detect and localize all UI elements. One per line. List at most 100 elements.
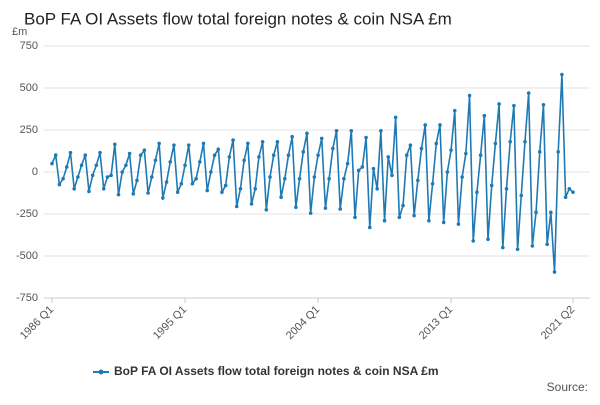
point bbox=[452, 108, 457, 113]
point bbox=[367, 225, 372, 230]
point bbox=[419, 146, 424, 151]
point bbox=[183, 163, 187, 168]
point bbox=[175, 190, 180, 194]
point bbox=[345, 161, 350, 166]
point bbox=[456, 222, 461, 226]
point bbox=[161, 196, 165, 200]
point bbox=[401, 203, 405, 208]
point bbox=[312, 175, 317, 179]
point bbox=[563, 195, 568, 199]
point bbox=[198, 160, 202, 164]
point bbox=[268, 175, 272, 179]
point bbox=[319, 136, 324, 141]
point bbox=[220, 190, 224, 194]
point bbox=[404, 153, 409, 157]
x-tick-label: 1995 Q1 bbox=[151, 304, 189, 342]
point bbox=[519, 193, 524, 198]
point bbox=[364, 135, 368, 140]
point bbox=[297, 176, 302, 181]
point bbox=[460, 175, 464, 179]
point bbox=[201, 141, 206, 146]
point bbox=[168, 160, 173, 164]
point bbox=[427, 218, 431, 223]
point bbox=[190, 181, 195, 186]
point bbox=[486, 237, 490, 241]
point bbox=[349, 129, 354, 133]
point bbox=[105, 175, 110, 179]
point bbox=[50, 161, 54, 166]
point bbox=[227, 155, 232, 159]
point bbox=[53, 153, 58, 157]
point bbox=[87, 189, 91, 194]
point bbox=[445, 170, 450, 174]
point bbox=[212, 153, 217, 157]
point bbox=[271, 153, 276, 157]
x-tick-label: 2021 Q2 bbox=[539, 304, 577, 342]
point bbox=[294, 205, 298, 210]
y-tick-label: -500 bbox=[16, 250, 38, 262]
point bbox=[556, 150, 561, 154]
point bbox=[397, 215, 402, 220]
point bbox=[571, 190, 575, 194]
x-tick-label: 2004 Q1 bbox=[284, 304, 322, 342]
point bbox=[338, 207, 343, 211]
point bbox=[98, 150, 102, 155]
point bbox=[334, 129, 339, 133]
point bbox=[113, 142, 117, 147]
point bbox=[478, 153, 483, 157]
point bbox=[57, 182, 62, 187]
point bbox=[412, 213, 416, 218]
point bbox=[172, 143, 176, 147]
point bbox=[467, 93, 472, 98]
point bbox=[120, 170, 125, 174]
point bbox=[305, 131, 309, 136]
point bbox=[157, 141, 161, 146]
point bbox=[264, 208, 269, 212]
point bbox=[153, 158, 158, 163]
point bbox=[209, 170, 213, 174]
point bbox=[257, 155, 261, 159]
point bbox=[61, 176, 65, 181]
point bbox=[79, 163, 84, 168]
y-tick-label: 0 bbox=[32, 166, 38, 178]
point bbox=[242, 158, 246, 163]
point bbox=[534, 210, 538, 215]
point bbox=[135, 178, 139, 183]
point bbox=[246, 141, 250, 146]
point bbox=[164, 180, 169, 184]
point bbox=[72, 187, 76, 191]
point bbox=[523, 139, 527, 144]
point bbox=[515, 247, 520, 252]
point bbox=[342, 176, 346, 181]
y-tick-label: -750 bbox=[16, 292, 38, 304]
point bbox=[371, 166, 376, 171]
point bbox=[101, 187, 106, 191]
point bbox=[234, 204, 239, 209]
point bbox=[64, 165, 69, 169]
point bbox=[526, 91, 531, 95]
point bbox=[493, 141, 498, 146]
point bbox=[142, 148, 147, 152]
point bbox=[216, 147, 221, 152]
point bbox=[393, 115, 398, 120]
point bbox=[375, 187, 379, 191]
y-tick-label: 750 bbox=[20, 40, 38, 52]
point bbox=[323, 206, 328, 210]
point bbox=[186, 143, 191, 147]
point bbox=[552, 270, 557, 274]
point bbox=[68, 150, 73, 155]
point bbox=[504, 187, 509, 191]
point bbox=[131, 192, 136, 196]
point bbox=[205, 188, 209, 193]
point bbox=[508, 139, 512, 144]
x-tick-label: 1986 Q1 bbox=[18, 304, 56, 342]
legend-label: BoP FA OI Assets flow total foreign note… bbox=[114, 364, 439, 378]
point bbox=[249, 202, 254, 206]
point bbox=[279, 195, 283, 199]
point bbox=[127, 151, 132, 156]
point bbox=[475, 190, 479, 194]
point bbox=[275, 139, 280, 144]
point bbox=[430, 181, 435, 186]
point bbox=[449, 148, 453, 152]
point bbox=[286, 153, 291, 157]
